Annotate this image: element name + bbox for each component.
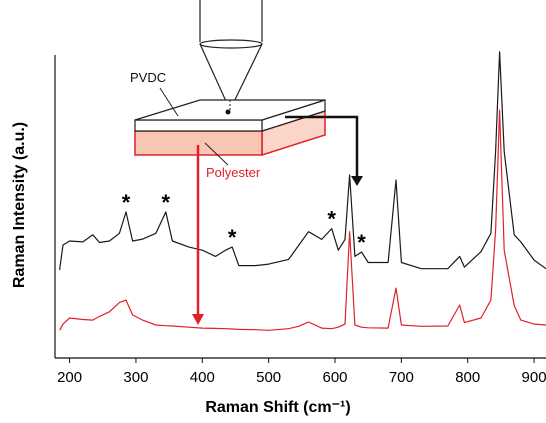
x-tick-label: 700 bbox=[389, 369, 414, 386]
peak-marker: * bbox=[162, 190, 171, 215]
x-tick-label: 600 bbox=[322, 369, 347, 386]
peak-marker: * bbox=[228, 225, 237, 250]
pvdc-front bbox=[134, 119, 263, 132]
polyester-label: Polyester bbox=[206, 165, 261, 180]
x-tick-label: 900 bbox=[522, 369, 546, 386]
pvdc-arrowhead bbox=[351, 176, 363, 186]
x-tick-label: 400 bbox=[190, 369, 215, 386]
objective-lens bbox=[199, 39, 263, 49]
polyester-arrowhead bbox=[192, 314, 204, 325]
x-tick-label: 200 bbox=[57, 369, 82, 386]
spectrum-line bbox=[59, 51, 546, 270]
polyester-pointer bbox=[204, 142, 229, 166]
spectrum-line bbox=[59, 109, 546, 331]
peak-marker: * bbox=[357, 230, 366, 255]
pvdc-arrow bbox=[285, 115, 359, 178]
y-axis-label: Raman Intensity (a.u.) bbox=[11, 122, 28, 288]
peak-marker: * bbox=[122, 190, 131, 215]
pvdc-label: PVDC bbox=[130, 70, 166, 85]
x-tick-label: 800 bbox=[455, 369, 480, 386]
pvdc-pointer bbox=[159, 87, 179, 117]
peak-marker: * bbox=[327, 207, 336, 232]
x-tick-label: 500 bbox=[256, 369, 281, 386]
inset-diagram: PVDC Polyester bbox=[130, 0, 363, 325]
x-axis-label: Raman Shift (cm⁻¹) bbox=[205, 399, 350, 416]
x-tick-label: 300 bbox=[123, 369, 148, 386]
focus-point bbox=[225, 109, 231, 115]
